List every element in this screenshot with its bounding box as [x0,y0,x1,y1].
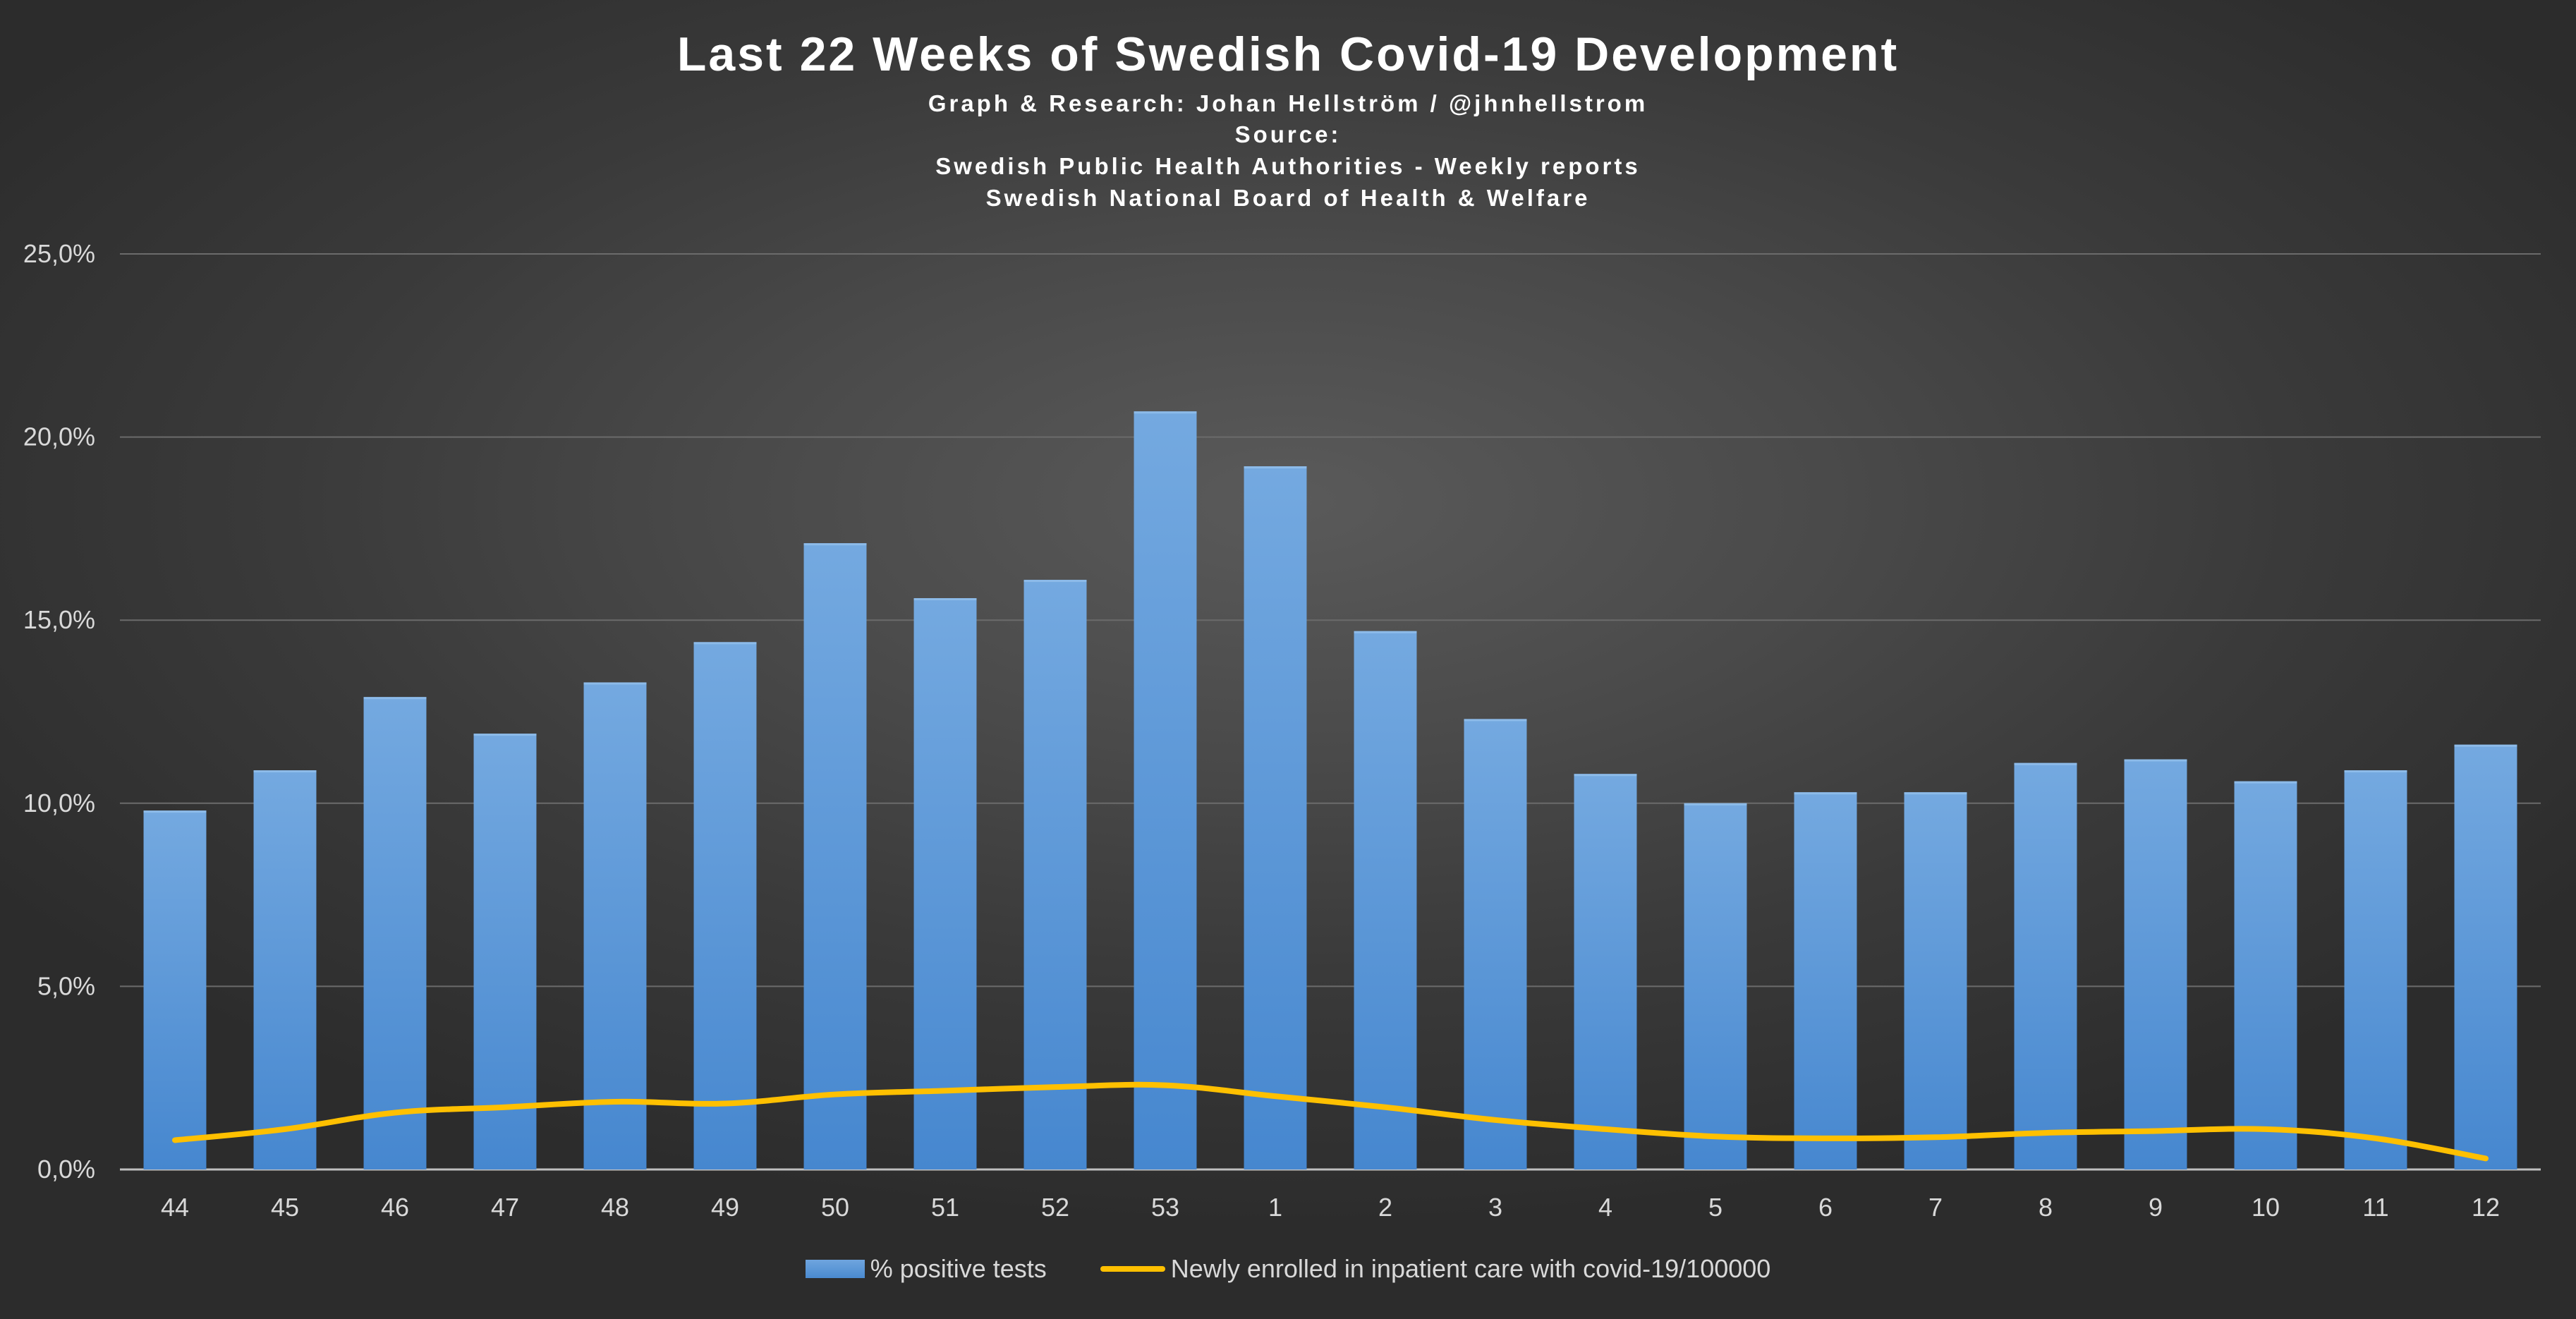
chart-subtitle-credit: Graph & Research: Johan Hellström / @jhn… [928,90,1648,116]
bar-positive-tests-week-52 [1023,580,1087,1169]
bar-positive-tests-week-2 [1354,631,1417,1169]
bar-top-highlight [583,682,647,685]
x-tick-label: 2 [1378,1193,1392,1222]
x-tick-label: 9 [2149,1193,2163,1222]
bar-positive-tests-week-8 [2014,762,2077,1169]
y-axis-ticks: 0,0% 5,0% 10,0% 15,0% 20,0% 25,0% [23,239,95,1184]
bar-positive-tests-week-9 [2124,759,2187,1169]
bar-top-highlight [1904,792,1967,795]
x-tick-label: 11 [2362,1193,2388,1222]
line-series [172,1081,2489,1162]
bar-positive-tests-week-12 [2454,744,2517,1169]
chart-subtitle-source-label: Source: [1234,121,1342,147]
bar-positive-tests-week-3 [1464,719,1527,1169]
bar-top-highlight [1023,580,1087,583]
bar-positive-tests-week-44 [143,810,207,1169]
x-tick-label: 48 [601,1193,629,1222]
bar-positive-tests-week-47 [473,734,537,1169]
bar-positive-tests-week-45 [253,770,317,1169]
x-tick-label: 8 [2039,1193,2053,1222]
bar-positive-tests-week-5 [1684,803,1747,1169]
bar-top-highlight [1354,631,1417,633]
bar-positive-tests-week-46 [363,697,427,1169]
bar-top-highlight [803,543,867,546]
x-tick-label: 46 [381,1193,409,1222]
bar-positive-tests-week-4 [1574,774,1637,1169]
bar-top-highlight [2014,762,2077,765]
bar-top-highlight [253,770,317,773]
chart-subtitle-source-2: Swedish National Board of Health & Welfa… [985,185,1591,211]
x-tick-label: 10 [2252,1193,2280,1222]
bar-positive-tests-week-49 [693,642,757,1169]
y-tick-label: 0,0% [37,1155,95,1184]
x-tick-label: 52 [1041,1193,1069,1222]
legend-line-swatch [1100,1266,1165,1272]
bar-top-highlight [1464,719,1527,722]
legend-item-positive-tests: % positive tests [805,1254,1047,1284]
x-tick-label: 7 [1928,1193,1943,1222]
x-tick-label: 5 [1708,1193,1723,1222]
bar-top-highlight [693,642,757,645]
y-tick-label: 5,0% [37,971,95,1000]
x-tick-label: 45 [271,1193,299,1222]
bar-top-highlight [363,697,427,700]
legend-item-inpatient: Newly enrolled in inpatient care with co… [1100,1254,1771,1284]
bar-top-highlight [2454,744,2517,747]
x-axis-ticks: 44 45 46 47 48 49 50 51 52 53 1 2 3 4 5 6 7 8 9 10 11 12 [161,1193,2500,1222]
x-tick-label: 50 [821,1193,849,1222]
legend-label-inpatient: Newly enrolled in inpatient care with co… [1170,1254,1771,1283]
bar-positive-tests-week-51 [913,598,977,1169]
bar-top-highlight [1134,411,1197,414]
bar-top-highlight [143,810,207,813]
bar-top-highlight [2124,759,2187,762]
x-tick-label: 51 [931,1193,959,1222]
chart-subtitle-source-1: Swedish Public Health Authorities - Week… [935,153,1641,179]
bar-positive-tests-week-1 [1244,466,1307,1169]
x-tick-label: 47 [491,1193,519,1222]
bar-top-highlight [1244,466,1307,469]
legend-bar-swatch [805,1260,865,1278]
bar-positive-tests-week-7 [1904,792,1967,1169]
chart-title: Last 22 Weeks of Swedish Covid-19 Develo… [676,28,1900,81]
bar-positive-tests-week-6 [1794,792,1857,1169]
y-tick-label: 25,0% [23,239,95,268]
bar-top-highlight [913,598,977,601]
x-tick-label: 49 [711,1193,739,1222]
bar-top-highlight [1574,774,1637,777]
bar-top-highlight [1684,803,1747,806]
bar-positive-tests-week-50 [803,543,867,1169]
legend-label-positive-tests: % positive tests [870,1254,1047,1283]
y-tick-label: 15,0% [23,605,95,634]
bar-positive-tests-week-11 [2344,770,2407,1169]
x-tick-label: 1 [1268,1193,1282,1222]
bar-series [143,411,2517,1169]
bar-top-highlight [473,734,537,736]
x-tick-label: 53 [1151,1193,1179,1222]
bar-positive-tests-week-53 [1134,411,1197,1169]
bar-positive-tests-week-10 [2234,781,2297,1169]
bar-top-highlight [2234,781,2297,784]
x-tick-label: 6 [1818,1193,1833,1222]
bar-positive-tests-week-48 [583,682,647,1169]
bar-top-highlight [2344,770,2407,773]
line-inpatient-care [172,1081,2489,1162]
x-tick-label: 44 [161,1193,189,1222]
x-tick-label: 3 [1488,1193,1502,1222]
x-tick-label: 4 [1598,1193,1612,1222]
y-tick-label: 10,0% [23,789,95,817]
chart-legend: % positive tests Newly enrolled in inpat… [0,1254,2576,1284]
x-tick-label: 12 [2472,1193,2500,1222]
y-tick-label: 20,0% [23,423,95,451]
bar-top-highlight [1794,792,1857,795]
